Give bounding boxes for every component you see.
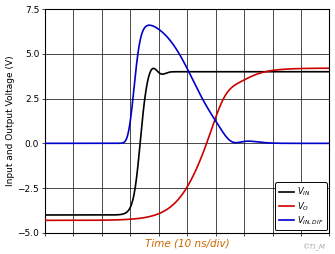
$V_{IN,DIF}$ (147, 24, 151, 27)
$V_{IN}$ (152, 67, 156, 70)
$V_O$ (327, 67, 331, 70)
$V_{IN,DIF}$ (327, 142, 331, 145)
$V_{IN,DIF}$ (43, 142, 47, 145)
$V_O$ (75, 219, 79, 222)
$V_{IN,DIF}$ (92, 142, 96, 145)
X-axis label: Time (10 ns/div): Time (10 ns/div) (145, 239, 229, 248)
$V_{IN}$ (291, 70, 295, 73)
$V_O$ (152, 214, 156, 217)
$V_{IN}$ (164, 72, 169, 75)
$V_{IN,DIF}$ (322, 142, 326, 145)
$V_O$ (92, 219, 96, 222)
Text: ©TI_M: ©TI_M (302, 244, 325, 251)
$V_{IN}$ (43, 213, 47, 216)
Line: $V_O$: $V_O$ (45, 68, 329, 220)
Y-axis label: Input and Output Voltage (V): Input and Output Voltage (V) (6, 56, 14, 186)
$V_{IN,DIF}$ (75, 142, 79, 145)
$V_O$ (291, 67, 295, 70)
$V_{IN}$ (322, 70, 326, 73)
$V_{IN,DIF}$ (152, 25, 156, 28)
$V_{IN}$ (151, 67, 155, 70)
$V_{IN}$ (75, 213, 79, 216)
$V_{IN,DIF}$ (291, 142, 295, 145)
Line: $V_{IN}$: $V_{IN}$ (45, 68, 329, 215)
Legend: $V_{IN}$, $V_O$, $V_{IN,DIF}$: $V_{IN}$, $V_O$, $V_{IN,DIF}$ (275, 182, 327, 230)
$V_{IN}$ (327, 70, 331, 73)
$V_O$ (164, 208, 168, 211)
$V_{IN,DIF}$ (164, 35, 169, 38)
$V_O$ (43, 219, 47, 222)
Line: $V_{IN,DIF}$: $V_{IN,DIF}$ (45, 25, 329, 143)
$V_{IN}$ (92, 213, 96, 216)
$V_O$ (322, 67, 326, 70)
